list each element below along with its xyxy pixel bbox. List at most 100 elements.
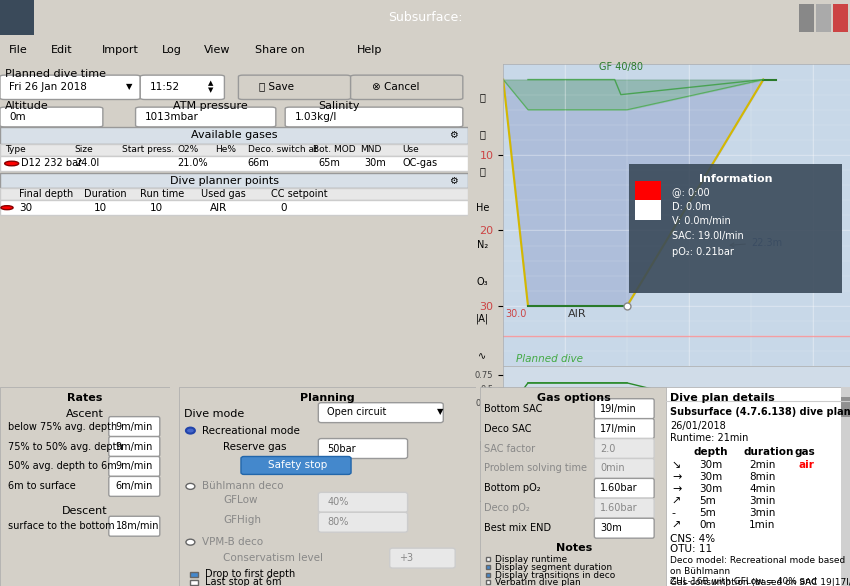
FancyBboxPatch shape [109, 456, 160, 476]
Text: 8min: 8min [749, 472, 775, 482]
Text: GFHigh: GFHigh [223, 515, 261, 525]
FancyBboxPatch shape [318, 512, 407, 532]
Text: Display runtime: Display runtime [496, 554, 567, 564]
Text: 0: 0 [280, 203, 287, 213]
Text: 🎨: 🎨 [479, 439, 485, 449]
FancyBboxPatch shape [594, 438, 654, 458]
Text: +3: +3 [399, 553, 413, 563]
Text: VPM-B deco: VPM-B deco [202, 537, 264, 547]
Bar [0, 173, 468, 188]
Text: ⚙: ⚙ [449, 130, 458, 140]
Text: 🏃: 🏃 [479, 92, 485, 102]
Text: Type: Type [5, 145, 26, 154]
Text: @: 0:00: @: 0:00 [672, 188, 709, 197]
Text: Open circuit: Open circuit [327, 407, 387, 417]
Text: 80%: 80% [327, 517, 348, 527]
Text: 30m: 30m [700, 472, 722, 482]
FancyBboxPatch shape [594, 518, 654, 538]
FancyBboxPatch shape [109, 516, 160, 536]
Text: Last stop at 6m: Last stop at 6m [206, 577, 281, 586]
Text: Gas consumption (based on SAC 19|17l/min):
1240l/52bar of: Gas consumption (based on SAC 19|17l/min… [670, 578, 850, 586]
Text: 3min: 3min [749, 508, 775, 518]
Text: 22.3m: 22.3m [730, 237, 782, 247]
Text: 1.60bar: 1.60bar [600, 503, 638, 513]
Text: AIR: AIR [568, 309, 586, 319]
Text: Use: Use [402, 145, 419, 154]
Text: Duration: Duration [84, 189, 127, 199]
Text: Planned dive: Planned dive [516, 355, 582, 364]
Text: Ascent: Ascent [66, 408, 104, 418]
Text: ↗: ↗ [672, 520, 682, 530]
Text: Altitude: Altitude [5, 101, 48, 111]
Text: CC setpoint: CC setpoint [271, 189, 328, 199]
Circle shape [186, 428, 195, 434]
Text: Safety stop: Safety stop [268, 461, 327, 471]
Text: OC-gas: OC-gas [402, 158, 437, 169]
Bar [635, 200, 661, 220]
Text: Dive plan details: Dive plan details [670, 393, 775, 403]
Text: 10: 10 [94, 203, 106, 213]
Text: Final depth: Final depth [19, 189, 73, 199]
Text: Drop to first depth: Drop to first depth [206, 569, 296, 579]
Text: Fri 26 Jan 2018: Fri 26 Jan 2018 [9, 81, 88, 91]
Text: OTU: 11: OTU: 11 [670, 544, 712, 554]
Text: depth: depth [694, 447, 728, 456]
Text: 3min: 3min [749, 496, 775, 506]
Text: Salinity: Salinity [318, 101, 360, 111]
Text: 5m: 5m [700, 508, 717, 518]
Text: 9m/min: 9m/min [116, 461, 153, 472]
Text: ∿: ∿ [479, 351, 486, 361]
Text: He%: He% [215, 145, 236, 154]
Text: Planning: Planning [300, 393, 354, 403]
Text: 50bar: 50bar [327, 444, 356, 454]
Text: Conservatism level: Conservatism level [223, 553, 323, 563]
Text: Available gases: Available gases [190, 130, 277, 140]
Circle shape [1, 206, 13, 210]
FancyBboxPatch shape [351, 75, 462, 100]
Text: D: 0.0m: D: 0.0m [672, 202, 711, 212]
Text: 17l/min: 17l/min [600, 424, 637, 434]
Text: 66m: 66m [248, 158, 269, 169]
FancyBboxPatch shape [594, 498, 654, 518]
FancyBboxPatch shape [594, 478, 654, 498]
Bar [0, 188, 468, 200]
FancyBboxPatch shape [136, 107, 275, 127]
Text: 4min: 4min [749, 485, 775, 495]
Text: CNS: 4%: CNS: 4% [670, 534, 715, 544]
Text: MND: MND [360, 145, 382, 154]
Text: 65m: 65m [318, 158, 340, 169]
Circle shape [186, 483, 195, 489]
Text: N₂: N₂ [477, 240, 488, 250]
Text: surface to the bottom: surface to the bottom [8, 521, 115, 532]
Text: ↗: ↗ [672, 496, 682, 506]
FancyBboxPatch shape [238, 75, 351, 100]
Text: Share on: Share on [255, 45, 305, 55]
Text: 10: 10 [150, 203, 162, 213]
Text: Bottom SAC: Bottom SAC [484, 404, 542, 414]
Text: Dive planner points: Dive planner points [170, 176, 279, 186]
Text: SAC factor: SAC factor [484, 444, 536, 454]
Text: 26/01/2018: 26/01/2018 [670, 421, 726, 431]
Text: O2%: O2% [178, 145, 199, 154]
Text: File: File [8, 45, 27, 55]
Text: Rates: Rates [67, 393, 103, 403]
Bar [190, 572, 198, 577]
Text: Import: Import [102, 45, 139, 55]
Text: ▼: ▼ [437, 407, 444, 416]
Text: Bot. MOD: Bot. MOD [314, 145, 356, 154]
Text: Display segment duration: Display segment duration [496, 563, 612, 571]
Text: 18m/min: 18m/min [116, 521, 159, 532]
Text: 75% to 50% avg. depth: 75% to 50% avg. depth [8, 441, 123, 452]
Text: Gas options: Gas options [537, 393, 610, 403]
Text: Planned dive time: Planned dive time [5, 69, 105, 79]
Text: duration: duration [744, 447, 794, 456]
Bar [841, 397, 850, 417]
Text: Bühlmann deco: Bühlmann deco [202, 481, 284, 492]
Text: below 75% avg. depth: below 75% avg. depth [8, 421, 118, 432]
Bar [833, 4, 848, 32]
Text: 9m/min: 9m/min [116, 421, 153, 432]
Text: 21.0%: 21.0% [178, 158, 208, 169]
Text: 💾 Save: 💾 Save [259, 81, 294, 91]
Text: 6m to surface: 6m to surface [8, 481, 76, 492]
Bar [0, 156, 468, 171]
